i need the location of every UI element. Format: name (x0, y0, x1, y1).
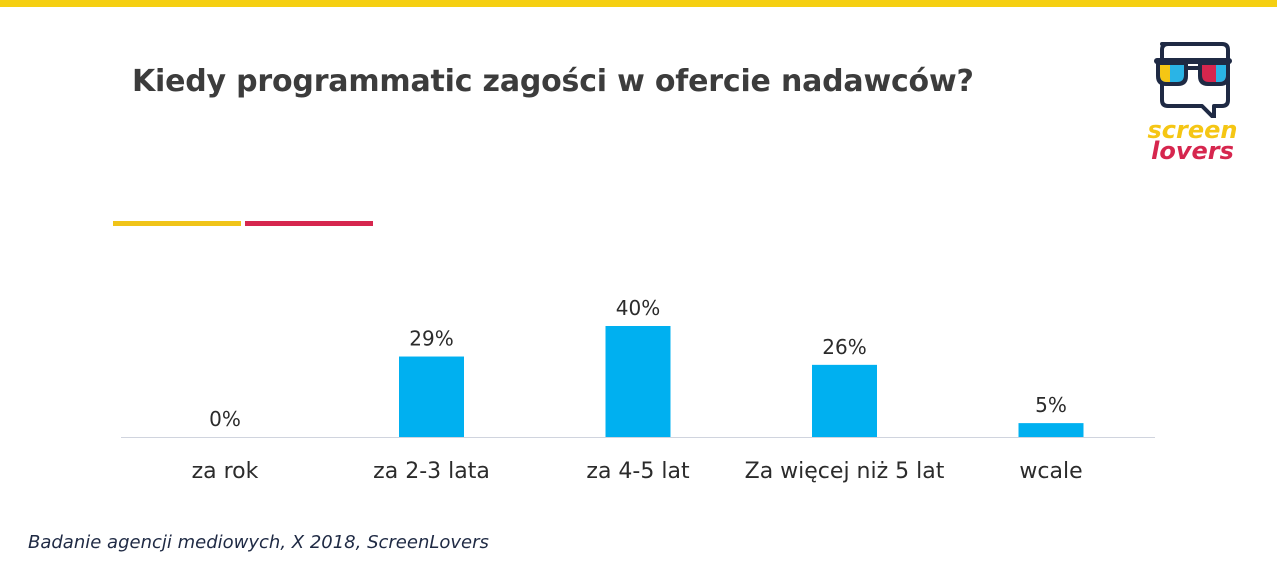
accent-line-yellow (113, 221, 241, 226)
category-label-2: za 4-5 lat (586, 459, 690, 484)
category-label-0: za rok (192, 459, 259, 484)
data-label-1: 29% (409, 327, 453, 351)
screenlovers-logo: screen lovers (1140, 38, 1245, 168)
bar-1 (399, 356, 464, 437)
accent-line-red (245, 221, 373, 226)
data-label-4: 5% (1035, 393, 1067, 417)
bar-3 (812, 364, 877, 437)
data-label-0: 0% (209, 407, 241, 431)
logo-text-lovers: lovers (1151, 137, 1234, 165)
category-label-4: wcale (1019, 459, 1082, 484)
data-label-3: 26% (822, 335, 866, 359)
bar-4 (1018, 423, 1084, 437)
category-label-1: za 2-3 lata (373, 459, 490, 484)
data-label-2: 40% (616, 296, 660, 320)
logo-text-screen: screen (1147, 116, 1238, 144)
glasses-speech-bubble-icon (1154, 42, 1232, 120)
source-note: Badanie agencji mediowych, X 2018, Scree… (28, 532, 489, 553)
category-label-3: Za więcej niż 5 lat (745, 459, 945, 484)
top-accent-bar (0, 0, 1277, 7)
page-title: Kiedy programmatic zagości w ofercie nad… (132, 64, 974, 99)
bar-2 (605, 326, 671, 437)
